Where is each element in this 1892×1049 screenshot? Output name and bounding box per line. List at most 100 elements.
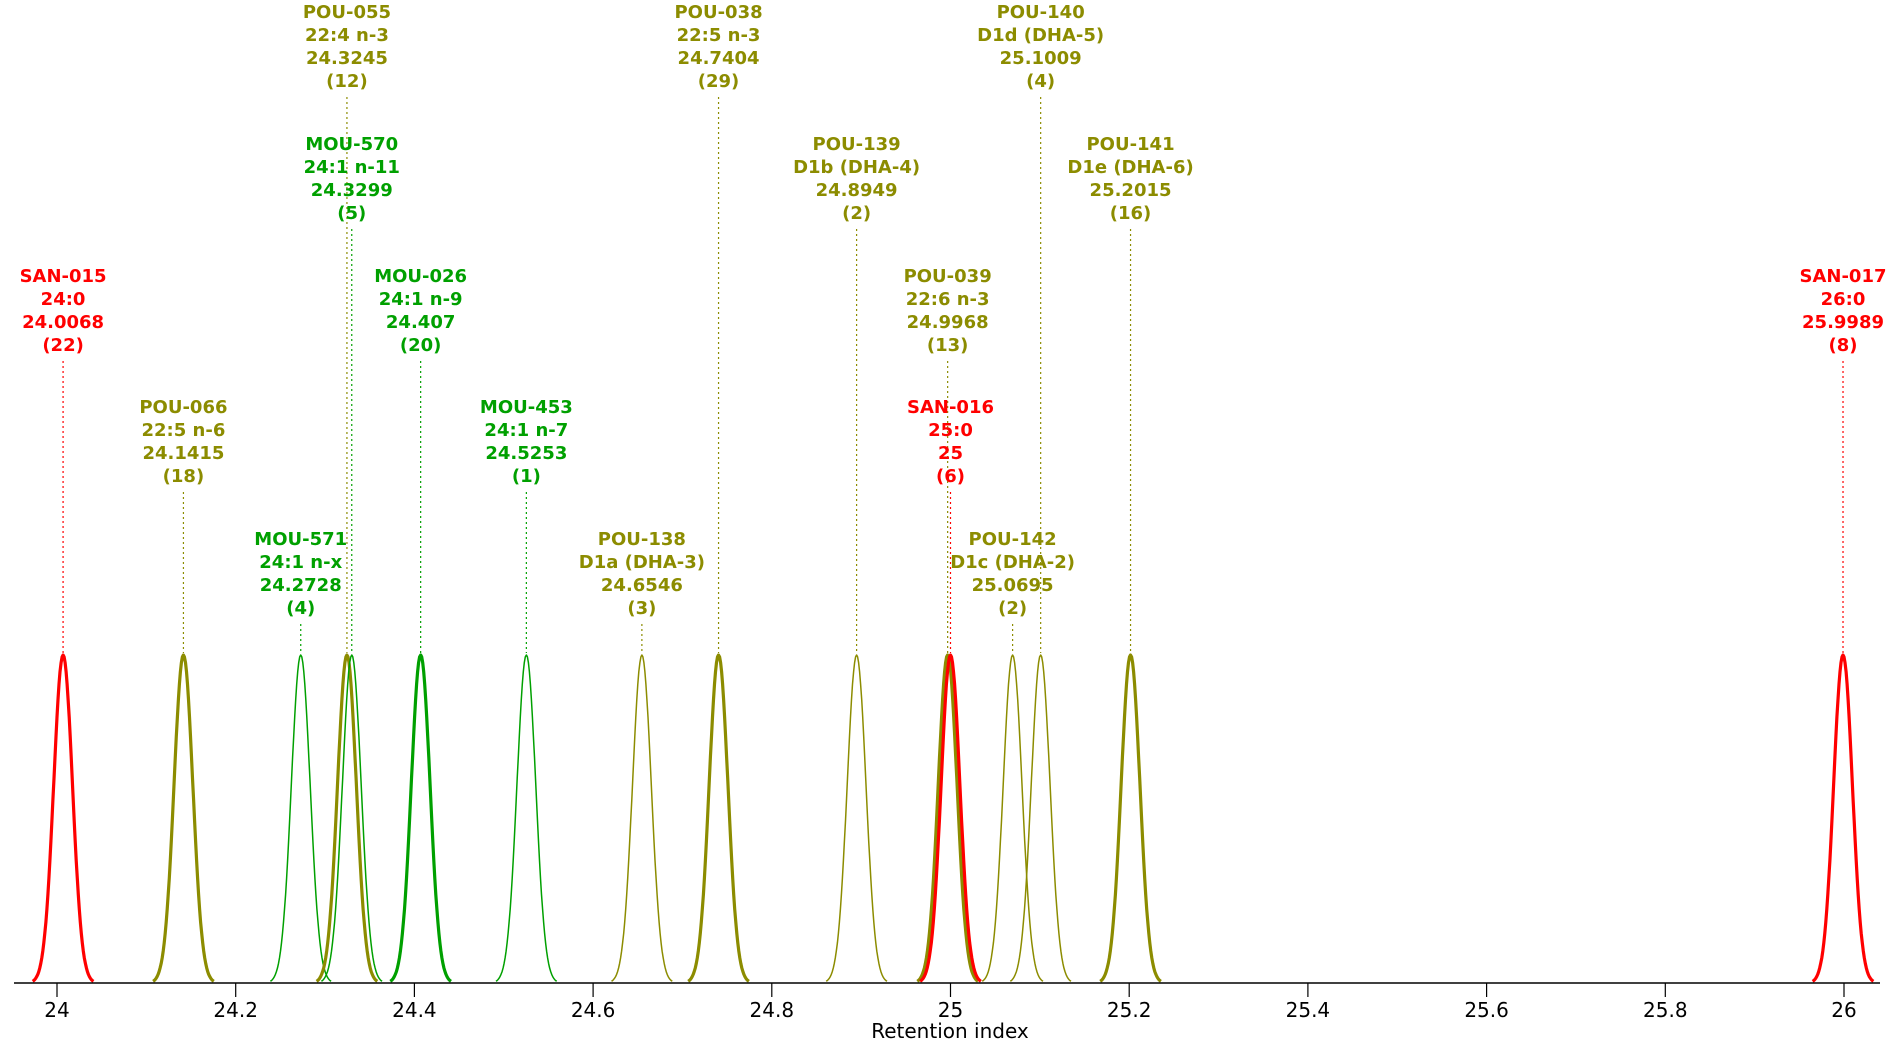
peak-curve-pou-141 — [1099, 653, 1162, 983]
x-tick-label: 25 — [938, 998, 963, 1022]
peak-label-x-label: 24.8949 — [816, 180, 898, 201]
x-tick-label: 24.8 — [750, 998, 795, 1022]
peak-label-x-label: 25.9989 — [1802, 312, 1884, 333]
peak-label-n: (4) — [286, 598, 315, 619]
peak-label-n: (6) — [936, 466, 965, 487]
peak-label-x-label: 25.2015 — [1090, 180, 1172, 201]
peak-curve-pou-066 — [152, 653, 215, 983]
peak-label-n: (13) — [927, 335, 969, 356]
peak-curve-pou-138 — [611, 654, 673, 982]
peak-label-id: MOU-453 — [480, 397, 573, 418]
peak-label-n: (3) — [627, 598, 656, 619]
peak-label-name: 22:4 n-3 — [305, 25, 389, 46]
peak-label-n: (1) — [512, 466, 541, 487]
peak-label-x-label: 24.5253 — [485, 443, 567, 464]
peak-label-name: 24:1 n-7 — [484, 420, 568, 441]
x-tick-label: 24.6 — [571, 998, 616, 1022]
peak-label-x-label: 24.7404 — [678, 48, 760, 69]
peak-label-name: 24:1 n-9 — [379, 289, 463, 310]
x-tick-label: 25.2 — [1107, 998, 1152, 1022]
peak-label-x-label: 24.407 — [386, 312, 455, 333]
peak-curve-pou-139 — [825, 654, 888, 982]
peak-label-id: MOU-026 — [374, 266, 467, 287]
peak-label-id: SAN-017 — [1800, 266, 1887, 287]
peak-curve-mou-453 — [495, 654, 558, 982]
peak-curve-pou-038 — [687, 653, 750, 983]
peak-label-name: D1a (DHA-3) — [579, 552, 705, 573]
peaks-layer — [31, 653, 1875, 983]
peak-label-name: 24:1 n-11 — [304, 157, 400, 178]
peak-label-name: D1d (DHA-5) — [977, 25, 1104, 46]
peak-label-n: (2) — [842, 203, 871, 224]
peak-label-name: 24:0 — [41, 289, 86, 310]
peak-curve-san-016 — [919, 653, 982, 983]
peak-label-name: 22:5 n-3 — [677, 25, 761, 46]
peak-label-name: 22:5 n-6 — [142, 420, 226, 441]
peak-label-name: 26:0 — [1821, 289, 1866, 310]
peak-curve-mou-571 — [269, 654, 332, 982]
peak-label-n: (4) — [1026, 71, 1055, 92]
peak-label-id: POU-141 — [1086, 134, 1174, 155]
x-axis-title: Retention index — [871, 1019, 1029, 1043]
peak-label-id: POU-066 — [139, 397, 227, 418]
x-tick-label: 26 — [1831, 998, 1856, 1022]
peak-label-id: POU-039 — [904, 266, 992, 287]
x-tick-label: 24.4 — [392, 998, 437, 1022]
peak-label-x-label: 24.6546 — [601, 575, 683, 596]
peak-label-n: (18) — [163, 466, 205, 487]
peak-label-name: 22:6 n-3 — [906, 289, 990, 310]
peak-label-name: D1b (DHA-4) — [793, 157, 920, 178]
peak-label-id: POU-138 — [598, 529, 686, 550]
peak-curve-san-015 — [31, 653, 95, 983]
peak-label-n: (22) — [42, 335, 84, 356]
x-tick-label: 25.8 — [1643, 998, 1688, 1022]
peak-label-n: (12) — [326, 71, 368, 92]
peak-label-name: D1e (DHA-6) — [1067, 157, 1193, 178]
peak-label-n: (2) — [998, 598, 1027, 619]
peak-label-id: POU-139 — [813, 134, 901, 155]
peak-label-n: (29) — [698, 71, 740, 92]
peak-label-x-label: 25 — [938, 443, 963, 464]
peak-label-id: POU-142 — [969, 529, 1057, 550]
peak-label-id: MOU-571 — [254, 529, 347, 550]
peak-label-name: 24:1 n-x — [259, 552, 342, 573]
x-tick-label: 24 — [44, 998, 69, 1022]
peak-label-id: MOU-570 — [305, 134, 398, 155]
peak-label-n: (8) — [1829, 335, 1858, 356]
peak-label-x-label: 25.1009 — [1000, 48, 1082, 69]
peak-label-x-label: 24.0068 — [22, 312, 104, 333]
peak-curve-pou-055 — [315, 653, 379, 983]
peak-label-id: POU-140 — [997, 2, 1085, 23]
peak-curve-san-017 — [1811, 653, 1875, 983]
peak-label-id: POU-055 — [303, 2, 391, 23]
peak-curve-pou-140 — [1009, 654, 1072, 982]
peak-label-x-label: 24.1415 — [142, 443, 224, 464]
peak-label-x-label: 24.2728 — [260, 575, 342, 596]
peak-label-id: POU-038 — [674, 2, 762, 23]
peak-label-x-label: 24.3245 — [306, 48, 388, 69]
peak-label-id: SAN-015 — [20, 266, 107, 287]
peak-label-x-label: 24.9968 — [907, 312, 989, 333]
peak-label-x-label: 24.3299 — [311, 180, 393, 201]
x-tick-label: 25.4 — [1286, 998, 1331, 1022]
x-tick-label: 25.6 — [1464, 998, 1509, 1022]
peak-curve-mou-026 — [389, 653, 452, 983]
peak-label-n: (20) — [400, 335, 442, 356]
